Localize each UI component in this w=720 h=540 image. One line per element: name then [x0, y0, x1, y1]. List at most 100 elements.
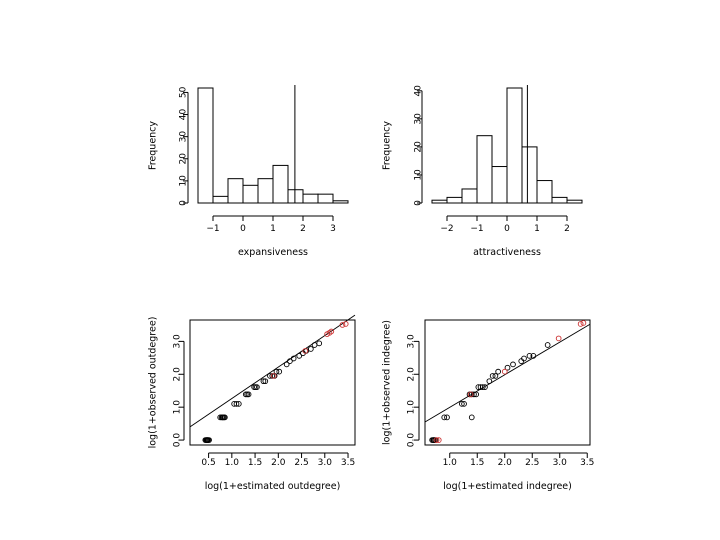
identity-line	[189, 314, 356, 428]
scatter-point-black	[233, 401, 240, 407]
scatter-point-black	[273, 368, 280, 375]
scatter-point-black	[204, 437, 211, 443]
scatter-point-black	[486, 378, 493, 385]
y-tick-label: 2.0	[173, 367, 183, 382]
identity-line	[424, 323, 591, 423]
histogram-bar	[431, 199, 448, 204]
scatter-point-black	[510, 361, 516, 368]
x-axis-title: expansiveness	[238, 247, 308, 258]
x-tick-label: −1	[206, 224, 219, 234]
y-tick-label: 0	[414, 200, 424, 206]
y-tick-label: 3.0	[407, 334, 417, 349]
y-tick-label: 50	[179, 86, 189, 98]
histogram-bar	[287, 189, 304, 204]
scatter-point-black	[489, 373, 496, 379]
scatter-point-black	[495, 368, 502, 375]
histogram-bar	[461, 188, 478, 204]
panel-indegree-scatter: 1.0 1.5 2.0 2.5 3.0 3.5 0.0 1.0 2.0 3.0 log(1+esti…	[382, 319, 594, 492]
scatter-point-black	[290, 355, 297, 362]
scatter-point-black	[307, 346, 314, 352]
x-tick-label: 2	[300, 224, 306, 234]
histogram-bar	[257, 178, 274, 204]
scatter-point-red	[577, 321, 584, 327]
y-tick-label: 40	[179, 109, 189, 121]
scatter-point-red	[342, 321, 349, 327]
y-axis-title: Frequency	[382, 121, 393, 170]
plot-frame	[189, 319, 356, 446]
scatter-point-red	[433, 437, 440, 443]
y-tick-label: 20	[414, 141, 424, 153]
scatter-point-black	[459, 401, 465, 407]
histogram-bar	[272, 164, 289, 204]
scatter-point-black	[283, 361, 290, 368]
y-axis-title: log(1+observed outdegree)	[148, 317, 159, 449]
scatter-point-black	[492, 373, 499, 379]
histogram-bar	[521, 146, 538, 204]
scatter-point-red	[435, 437, 442, 443]
x-tick-label: 2	[564, 224, 570, 234]
y-tick-label: 30	[179, 131, 189, 143]
y-tick-label: 10	[414, 169, 424, 181]
y-axis-title: Frequency	[148, 121, 159, 170]
x-tick-label: 2.0	[271, 458, 286, 468]
histogram-bar	[566, 199, 583, 204]
x-axis-title: log(1+estimated outdegree)	[205, 481, 341, 492]
panel-outdegree-scatter: 0.5 1.0 1.5 2.0 2.5 3.0 3.5 0.0 1.0 2.0 3.0 log(1+e…	[148, 314, 356, 492]
scatter-point-black	[471, 391, 477, 398]
y-tick-label: 30	[414, 113, 424, 125]
scatter-point-black	[262, 378, 269, 385]
y-tick-label: 1.0	[407, 400, 417, 415]
scatter-point-black	[287, 358, 293, 364]
x-tick-label: 1	[270, 224, 276, 234]
y-tick-label: 20	[179, 153, 189, 165]
scatter-point-red	[339, 322, 346, 328]
y-tick-label: 2.0	[407, 367, 417, 382]
x-tick-label: 3.0	[318, 458, 333, 468]
x-tick-label: 3.5	[341, 458, 355, 468]
scatter-point-black	[526, 353, 533, 359]
x-tick-label: 3.5	[580, 458, 594, 468]
x-tick-label: 1.5	[248, 458, 262, 468]
scatter-point-black	[544, 342, 551, 348]
scatter-point-black	[276, 368, 283, 375]
histogram-bar	[317, 193, 334, 204]
scatter-point-black	[441, 414, 448, 421]
y-tick-label: 3.0	[173, 334, 183, 349]
scatter-point-red	[302, 348, 309, 354]
scatter-point-red	[467, 391, 474, 398]
y-tick-label: 1.0	[173, 400, 183, 415]
x-tick-label: 1	[534, 224, 540, 234]
scatter-point-red	[328, 328, 335, 335]
scatter-point-black	[482, 384, 488, 390]
histogram-bar	[536, 180, 553, 204]
scatter-point-black	[521, 355, 527, 362]
y-tick-label: 0.0	[407, 433, 417, 448]
histogram-bar	[197, 87, 214, 204]
y-tick-label: 10	[179, 175, 189, 187]
scatter-point-black	[461, 401, 467, 407]
x-tick-label: 2.0	[498, 458, 513, 468]
x-tick-label: −1	[470, 224, 483, 234]
x-tick-label: 3	[330, 224, 336, 234]
x-tick-label: 2.5	[294, 458, 308, 468]
x-tick-label: 0	[240, 224, 246, 234]
scatter-point-black	[296, 353, 303, 359]
histogram-bar	[302, 193, 319, 204]
scatter-point-red	[270, 373, 277, 379]
x-tick-label: 1.0	[225, 458, 240, 468]
scatter-point-black	[444, 414, 450, 421]
x-tick-label: 1.5	[470, 458, 484, 468]
x-tick-label: 3.0	[553, 458, 568, 468]
x-tick-label: −2	[440, 224, 453, 234]
scatter-point-black	[479, 384, 486, 390]
histogram-bar	[242, 184, 259, 204]
y-tick-label: 0.0	[173, 433, 183, 448]
histogram-bar	[551, 196, 568, 204]
histogram-bar	[506, 87, 523, 204]
histogram-bar	[491, 166, 508, 204]
histogram-bar	[332, 200, 349, 204]
x-tick-label: 2.5	[525, 458, 539, 468]
scatter-point-black	[468, 414, 475, 421]
